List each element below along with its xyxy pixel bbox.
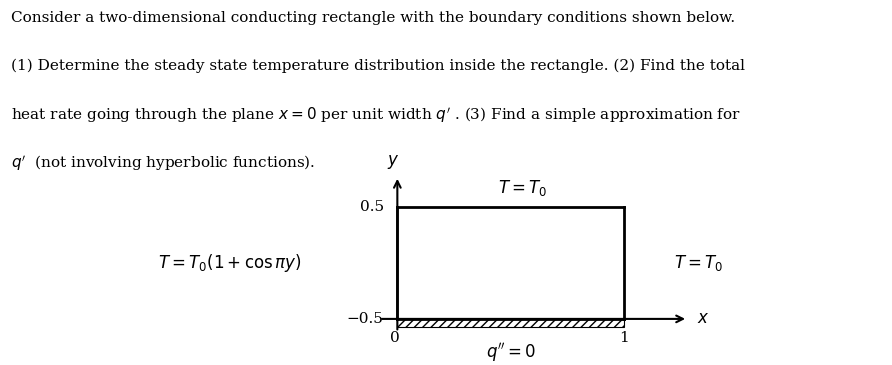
Text: −0.5: −0.5 (347, 312, 384, 326)
Text: Consider a two-dimensional conducting rectangle with the boundary conditions sho: Consider a two-dimensional conducting re… (11, 11, 735, 25)
Text: (1) Determine the steady state temperature distribution inside the rectangle. (2: (1) Determine the steady state temperatu… (11, 58, 745, 73)
Text: 0: 0 (390, 331, 400, 345)
Bar (397, 319, 624, 327)
Text: 0.5: 0.5 (359, 200, 384, 214)
Text: 1: 1 (620, 331, 629, 345)
Text: $x$: $x$ (697, 310, 709, 327)
Text: $T = T_0(1+\cos \pi y)$: $T = T_0(1+\cos \pi y)$ (158, 252, 302, 274)
Text: $q'' = 0$: $q'' = 0$ (486, 341, 536, 364)
Text: $y$: $y$ (386, 153, 399, 172)
Text: $T = T_0$: $T = T_0$ (498, 178, 547, 198)
Text: $q'$  (not involving hyperbolic functions).: $q'$ (not involving hyperbolic functions… (11, 153, 315, 173)
Text: $T = T_0$: $T = T_0$ (674, 253, 723, 273)
Text: heat rate going through the plane $x = 0$ per unit width $q'$ . (3) Find a simpl: heat rate going through the plane $x = 0… (11, 106, 740, 126)
